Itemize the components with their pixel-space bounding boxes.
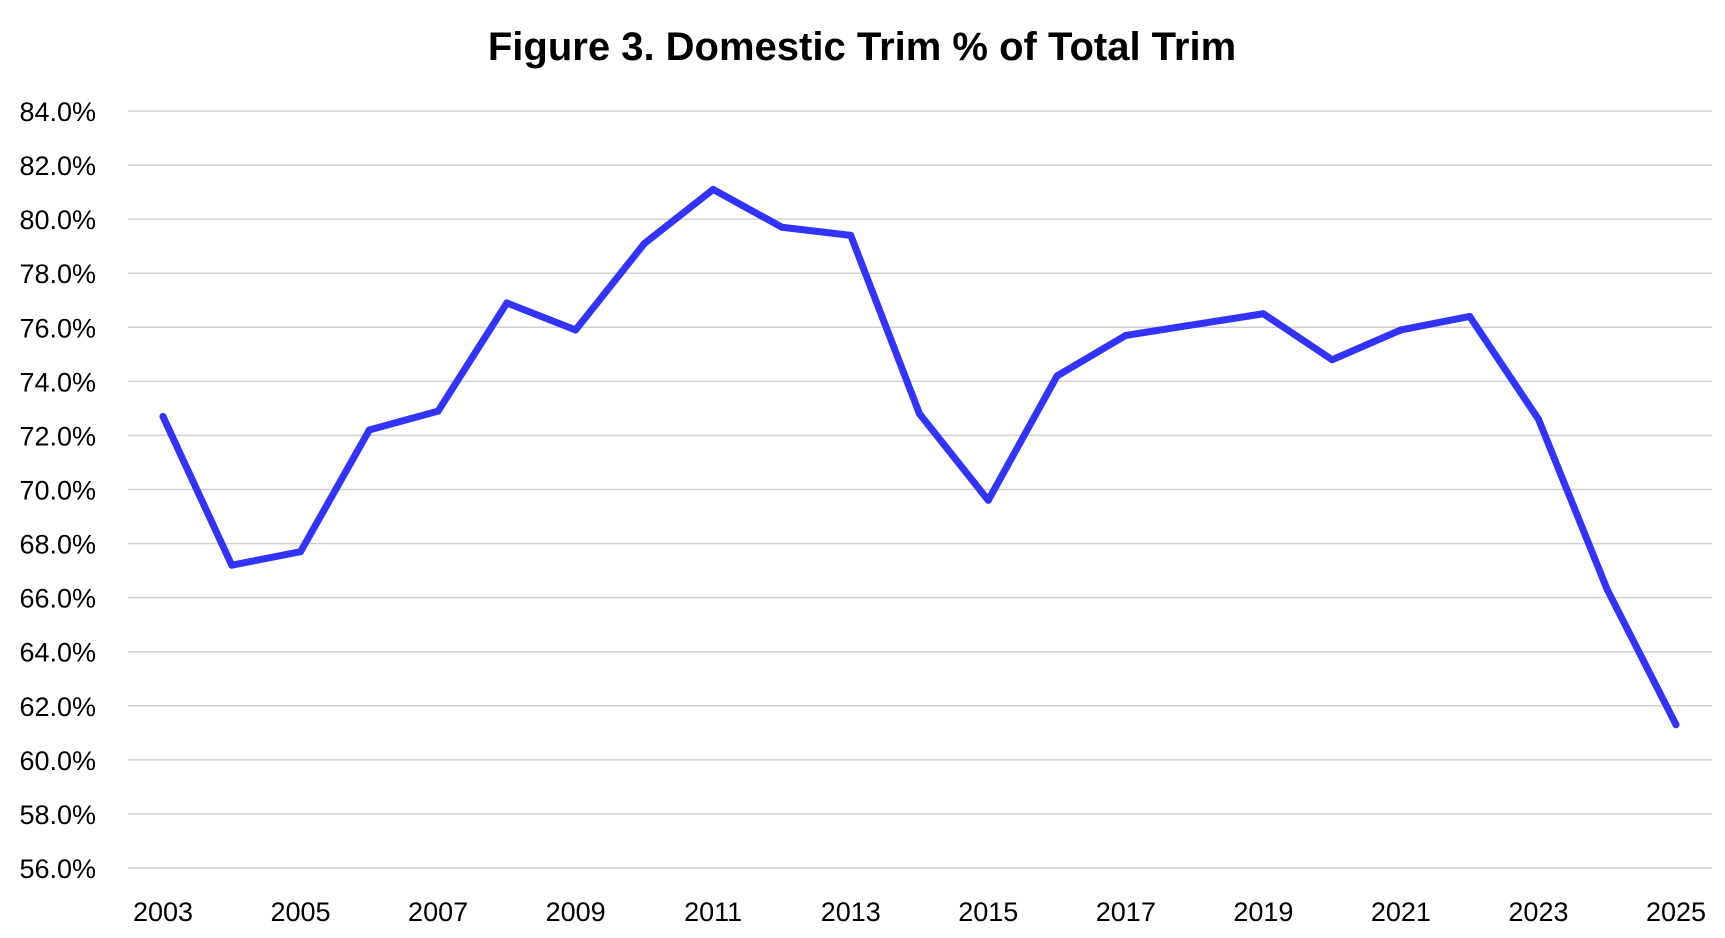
data-point (1466, 312, 1474, 320)
y-tick-label: 84.0% (19, 97, 96, 127)
x-tick-label: 2005 (271, 897, 331, 927)
data-point (1122, 331, 1130, 339)
series-layer (159, 185, 1680, 729)
data-point (1672, 721, 1680, 729)
data-point (228, 561, 236, 569)
data-point (1397, 326, 1405, 334)
y-tick-label: 70.0% (19, 476, 96, 506)
data-point (1259, 310, 1267, 318)
data-point (1534, 415, 1542, 423)
y-tick-label: 72.0% (19, 421, 96, 451)
y-tick-label: 78.0% (19, 259, 96, 289)
data-point (572, 326, 580, 334)
x-tick-label: 2009 (546, 897, 606, 927)
y-tick-label: 56.0% (19, 854, 96, 884)
y-tick-label: 66.0% (19, 584, 96, 614)
y-tick-label: 80.0% (19, 205, 96, 235)
x-tick-label: 2021 (1371, 897, 1431, 927)
x-tick-label: 2007 (408, 897, 468, 927)
y-tick-label: 62.0% (19, 692, 96, 722)
data-point (984, 496, 992, 504)
data-point (778, 223, 786, 231)
x-tick-label: 2025 (1646, 897, 1706, 927)
data-point (297, 548, 305, 556)
chart-title: Figure 3. Domestic Trim % of Total Trim (488, 25, 1236, 69)
x-tick-label: 2023 (1508, 897, 1568, 927)
y-tick-label: 68.0% (19, 530, 96, 560)
x-axis-tick-labels: 2003 2005 2007 2009 2011 2013 2015 2017 2019 2021… (133, 897, 1706, 927)
x-tick-label: 2013 (821, 897, 881, 927)
y-tick-label: 58.0% (19, 800, 96, 830)
y-tick-label: 74.0% (19, 367, 96, 397)
data-point (503, 299, 511, 307)
y-tick-label: 82.0% (19, 151, 96, 181)
x-tick-label: 2015 (958, 897, 1018, 927)
data-point (847, 231, 855, 239)
data-point (159, 413, 167, 421)
data-point (1328, 356, 1336, 364)
x-tick-label: 2011 (684, 897, 742, 927)
data-point (916, 410, 923, 418)
data-point (365, 426, 373, 434)
x-tick-label: 2019 (1233, 897, 1293, 927)
gridlines (128, 110, 1712, 869)
data-point (640, 239, 648, 247)
y-tick-label: 60.0% (19, 746, 96, 776)
data-point (1191, 321, 1199, 329)
data-point (434, 407, 442, 415)
y-axis-tick-labels: 56.0% 58.0% 60.0% 62.0% 64.0% 66.0% 68.0% 70.0%… (19, 97, 96, 884)
series-line (159, 185, 1680, 729)
data-point (1053, 372, 1061, 380)
y-tick-label: 76.0% (19, 313, 96, 343)
data-point (709, 185, 717, 193)
data-point (1603, 586, 1611, 594)
x-tick-label: 2017 (1096, 897, 1156, 927)
x-tick-label: 2003 (133, 897, 193, 927)
y-tick-label: 64.0% (19, 638, 96, 668)
